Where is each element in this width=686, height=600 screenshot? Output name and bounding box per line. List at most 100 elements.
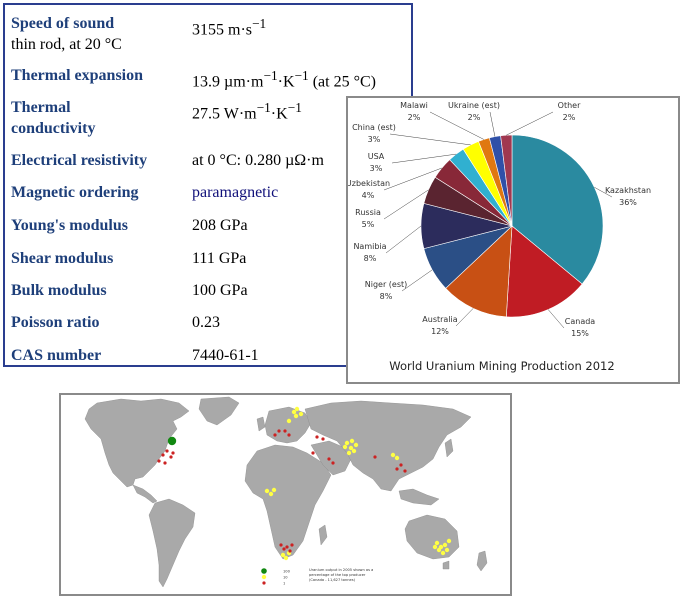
marker-small [161, 453, 165, 457]
marker-medium [271, 487, 277, 493]
marker-small [395, 467, 399, 471]
legend-note: (Canada - 11,627 tonnes) [309, 578, 356, 582]
marker-small [311, 451, 315, 455]
landmass-uk [256, 416, 266, 432]
landmass-central-america [132, 484, 158, 504]
marker-medium [298, 411, 304, 417]
pie-leader-line [383, 189, 429, 220]
marker-small [331, 461, 335, 465]
pie-slice-name: China (est) [352, 123, 396, 132]
landmass-greenland [198, 396, 240, 426]
property-label: Thermal expansion [11, 65, 143, 86]
property-label: Young's modulus [11, 215, 128, 236]
uranium-world-map: 100 10 1 Uranium output in 2005 shown as ap… [61, 395, 510, 594]
marker-small [399, 463, 403, 467]
pie-leader-line [391, 153, 457, 164]
pie-slice-percent: 2% [563, 113, 576, 122]
property-label-line: Bulk modulus [11, 282, 107, 299]
pie-slice-percent: 2% [468, 113, 481, 122]
pie-slice-name: Malawi [400, 101, 428, 110]
property-sublabel: thin rod, at 20 °C [11, 36, 122, 53]
pie-slice-name: Russia [355, 208, 381, 217]
marker-medium [444, 547, 450, 553]
property-label: CAS number [11, 345, 101, 366]
legend-note: percentage of the top producer [309, 573, 366, 577]
pie-slice-name: Kazakhstan [605, 186, 651, 195]
marker-medium [442, 542, 448, 548]
marker-small [315, 435, 319, 439]
pie-leader-line [389, 133, 471, 146]
marker-medium [434, 540, 440, 546]
pie-slice-percent: 8% [380, 292, 393, 301]
marker-medium [280, 552, 286, 558]
legend-value: 1 [283, 582, 285, 586]
landmass-japan [444, 438, 454, 458]
property-value: 27.5 W·m−1·K−1 [192, 100, 302, 123]
marker-medium [342, 444, 348, 450]
pie-slice-percent: 36% [619, 198, 637, 207]
pie-leader-line [506, 111, 554, 136]
property-label: Shear modulus [11, 248, 113, 269]
pie-slice-name: Australia [422, 315, 457, 324]
property-value: 0.23 [192, 314, 220, 331]
map-landmasses [84, 396, 488, 588]
marker-small [327, 457, 331, 461]
pie-slice-name: Uzbekistan [348, 179, 390, 188]
marker-medium [344, 440, 350, 446]
marker-medium [446, 538, 452, 544]
pie-slice [445, 225, 513, 318]
property-label: Bulk modulus [11, 280, 107, 301]
marker-small [273, 433, 277, 437]
property-label: Speed of sound thin rod, at 20 °C [11, 13, 122, 55]
property-label: Poisson ratio [11, 312, 99, 333]
legend-marker [261, 568, 267, 574]
map-legend: 100 10 1 Uranium output in 2005 shown as ap… [261, 568, 373, 586]
marker-small [157, 459, 161, 463]
marker-small [165, 449, 169, 453]
pie-chart-panel: Kazakhstan 36% Canada 15% Australia 12% Niger … [346, 96, 680, 384]
property-value: paramagnetic [192, 184, 279, 201]
marker-medium [432, 544, 438, 550]
marker-small [163, 461, 167, 465]
pie-slice-percent: 8% [364, 254, 377, 263]
property-value: at 0 °C: 0.280 µΩ·m [192, 152, 324, 169]
property-value: 100 GPa [192, 282, 248, 299]
marker-large [167, 436, 177, 446]
marker-medium [268, 491, 274, 497]
marker-medium [349, 438, 355, 444]
pie-slice [505, 225, 583, 318]
legend-marker [261, 574, 267, 580]
marker-medium [294, 406, 300, 412]
marker-medium [264, 488, 270, 494]
pie-slice-percent: 2% [408, 113, 421, 122]
pie-slice-name: Canada [565, 317, 596, 326]
property-label-line: conductivity [11, 120, 96, 137]
pie-leader-line [429, 111, 484, 140]
property-label-line: Shear modulus [11, 250, 114, 267]
property-label-line: Thermal [11, 99, 71, 116]
property-value: 7440-61-1 [192, 347, 259, 364]
landmass-australia [404, 514, 460, 560]
marker-small [169, 455, 173, 459]
marker-small [290, 543, 294, 547]
pie-slice-name: Ukraine (est) [448, 101, 500, 110]
property-label-line: Electrical resistivity [11, 152, 148, 169]
landmass-madagascar [318, 524, 328, 546]
property-value: 3155 m·s−1 [192, 16, 267, 39]
legend-value: 10 [283, 576, 288, 580]
properties-table: Speed of sound thin rod, at 20 °C 3155 m·s… [3, 3, 413, 367]
legend-note: Uranium output in 2005 shown as a [309, 568, 373, 572]
pie-leader-line [385, 225, 422, 254]
pie-slice-name: USA [368, 152, 385, 161]
marker-small [283, 429, 287, 433]
marker-medium [286, 418, 292, 424]
marker-medium [351, 448, 357, 454]
pie-slice-percent: 4% [362, 191, 375, 200]
pie-slice-percent: 3% [370, 164, 383, 173]
marker-small [373, 455, 377, 459]
pie-slice-name: Niger (est) [365, 280, 408, 289]
landmass-middle-east [310, 440, 352, 476]
pie-slice-name: Other [558, 101, 581, 110]
property-label-line: Thermal expansion [11, 67, 144, 84]
marker-medium [291, 409, 297, 415]
